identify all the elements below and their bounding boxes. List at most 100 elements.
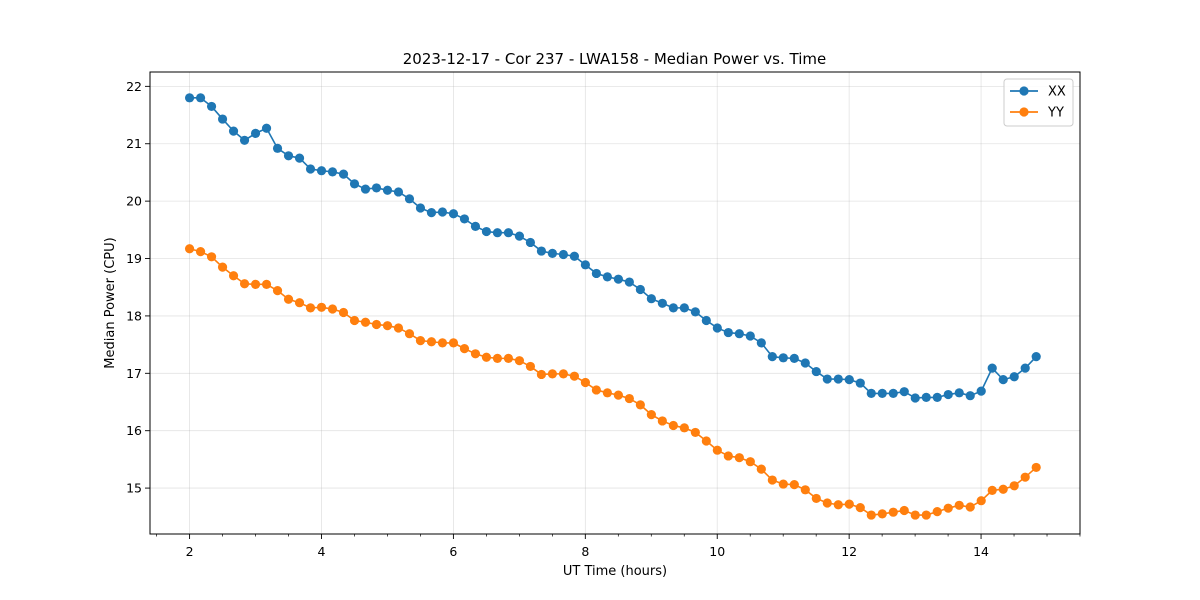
data-point-yy [723,451,733,461]
y-tick-label: 15 [126,481,142,496]
data-point-xx [569,251,580,261]
data-point-yy [778,479,788,489]
data-point-yy [866,510,876,520]
data-point-yy [426,337,437,347]
data-point-yy [338,307,349,318]
data-point-xx [294,153,305,163]
data-point-yy [250,279,261,289]
data-point-yy [954,500,964,510]
data-point-yy [272,286,283,296]
legend-label-yy: YY [1047,106,1064,121]
legend-marker-yy [1019,107,1029,117]
data-point-yy [503,353,514,363]
data-point-yy [305,303,316,313]
data-point-yy [536,369,547,380]
data-point-xx [503,228,514,238]
data-point-yy [932,507,942,517]
data-point-xx [910,393,920,403]
data-point-xx [481,226,492,237]
x-tick-label: 2 [186,544,194,559]
x-tick-label: 12 [841,544,857,559]
data-point-yy [910,510,920,520]
data-point-xx [206,101,217,112]
data-point-xx [239,135,250,145]
data-point-yy [371,319,382,330]
data-point-xx [778,353,788,363]
data-point-xx [316,166,327,176]
data-point-xx [338,169,349,179]
data-point-xx [272,143,283,153]
data-point-yy [514,356,525,366]
data-point-yy [404,329,415,339]
data-point-yy [976,496,986,506]
y-tick-label: 17 [126,366,142,381]
data-point-xx [448,209,459,219]
data-point-xx [855,378,865,388]
data-point-xx [888,388,898,398]
data-point-xx [525,237,536,248]
data-point-yy [591,385,601,395]
legend-label-xx: XX [1048,85,1066,100]
y-tick-label: 18 [126,308,142,323]
y-tick-label: 22 [126,79,142,94]
data-point-xx [712,323,722,333]
data-point-yy [998,484,1008,494]
data-point-yy [756,464,766,474]
data-point-xx [844,375,854,385]
data-point-xx [327,167,338,177]
data-point-xx [987,363,997,373]
x-tick-label: 6 [449,544,457,559]
data-point-yy [459,344,470,354]
data-point-xx [822,374,832,384]
x-tick-label: 10 [709,544,725,559]
data-point-yy [382,321,393,331]
data-point-yy [646,410,656,420]
data-point-xx [305,164,316,174]
data-point-xx [228,126,239,136]
data-point-yy [811,493,821,504]
data-point-xx [470,221,481,231]
data-point-yy [921,510,931,520]
x-tick-label: 4 [318,544,326,559]
data-point-yy [800,485,810,495]
data-point-yy [349,315,360,326]
data-point-xx [283,151,294,161]
data-point-xx [360,184,371,194]
plot-frame [149,71,1081,535]
grid [150,72,1080,534]
data-point-xx [591,268,601,279]
data-point-yy [888,507,898,517]
data-point-xx [459,214,470,224]
data-point-yy [877,509,887,519]
data-point-xx [954,388,964,398]
data-point-yy [767,475,777,485]
data-point-xx [415,203,426,213]
data-point-xx [624,277,634,287]
data-point-yy [987,485,997,495]
data-point-xx [393,187,404,197]
data-point-xx [404,194,415,204]
data-point-yy [712,445,722,455]
data-point-xx [998,375,1008,385]
data-point-yy [965,502,975,512]
x-axis: 2 4 6 8 10 12 14 [156,534,1081,559]
data-point-xx [723,327,733,338]
data-point-yy [789,480,799,490]
data-point-yy [547,369,558,379]
x-axis-label: UT Time (hours) [563,564,667,579]
data-point-yy [525,361,536,372]
data-point-xx [514,231,525,241]
data-point-xx [1009,372,1019,382]
data-point-yy [228,271,239,281]
data-point-xx [558,249,569,260]
data-point-xx [789,353,799,363]
data-point-yy [1031,462,1041,473]
data-point-yy [448,338,459,348]
data-point-xx [976,386,986,396]
data-point-yy [822,498,832,508]
data-point-yy [195,247,206,257]
data-point-xx [580,260,591,270]
data-point-yy [558,369,569,379]
legend: XX YY [1003,78,1074,127]
data-point-yy [316,302,327,312]
